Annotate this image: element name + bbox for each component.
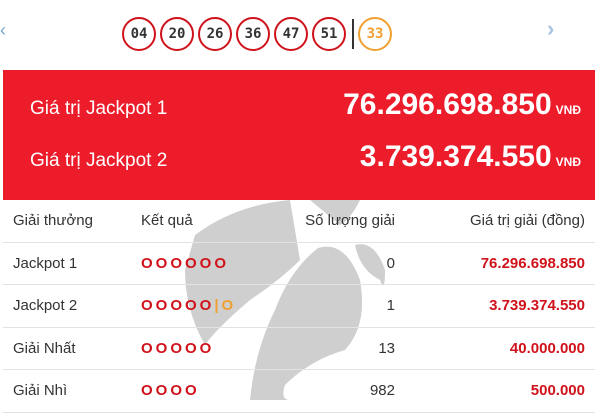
prize-count: 982 (271, 369, 405, 413)
result-pattern: OOOOO (131, 327, 272, 370)
ball: 04 (122, 17, 156, 51)
col-value: Giá trị giải (đồng) (405, 200, 595, 243)
currency-unit: VNĐ (555, 155, 581, 169)
result-main: OOOOO (141, 297, 215, 315)
currency-unit: VNĐ (555, 103, 581, 117)
ball: 26 (198, 17, 232, 51)
prize-value: 500.000 (405, 369, 595, 413)
prize-table: Giải thưởng Kết quả Số lượng giải Giá tr… (3, 200, 595, 413)
prize-name: Giải Nhất (3, 327, 131, 370)
result-main: OOOOO (141, 339, 215, 357)
separator (352, 19, 354, 49)
prize-count: 1 (271, 284, 405, 328)
jackpot-value: 3.739.374.550 VNĐ (360, 140, 581, 174)
prize-value: 76.296.698.850 (405, 242, 595, 285)
table-row: Giải Nhất OOOOO 13 40.000.000 (3, 327, 595, 370)
jackpot-banner: Giá trị Jackpot 1 76.296.698.850 VNĐ Giá … (3, 70, 595, 200)
result-pattern: OOOOOO (131, 242, 272, 285)
result-extra: |O (214, 297, 237, 315)
table-header: Giải thưởng Kết quả Số lượng giải Giá tr… (3, 200, 595, 243)
prize-count: 13 (271, 327, 405, 370)
prize-value: 40.000.000 (405, 327, 595, 370)
jackpot-label: Giá trị Jackpot 2 (30, 150, 168, 171)
table-row: Jackpot 2 OOOOO|O 1 3.739.374.550 (3, 284, 595, 328)
result-main: OOOOOO (141, 254, 230, 272)
result-main: OOOO (141, 382, 200, 400)
jackpot-amount: 3.739.374.550 (359, 140, 552, 173)
col-prize: Giải thưởng (3, 200, 131, 243)
chevron-left-icon[interactable]: ‹ (0, 20, 6, 40)
ball: 51 (312, 17, 346, 51)
ball: 47 (274, 17, 308, 51)
jackpot-value: 76.296.698.850 VNĐ (343, 88, 581, 122)
prize-value: 3.739.374.550 (405, 284, 595, 328)
jackpot-1-row: Giá trị Jackpot 1 76.296.698.850 VNĐ (30, 88, 581, 122)
prize-name: Jackpot 1 (3, 242, 131, 285)
jackpot-label: Giá trị Jackpot 1 (30, 98, 168, 119)
prize-name: Giải Nhì (3, 369, 131, 413)
col-result: Kết quả (131, 200, 272, 243)
table-row: Giải Nhì OOOO 982 500.000 (3, 369, 595, 413)
result-pattern: OOOOO|O (131, 284, 272, 328)
extra-ball: 33 (358, 17, 392, 51)
winning-numbers: 04 20 26 36 47 51 33 (122, 17, 396, 51)
chevron-right-icon[interactable]: › (547, 16, 555, 41)
col-count: Số lượng giải (271, 200, 405, 243)
jackpot-amount: 76.296.698.850 (343, 88, 552, 121)
prize-count: 0 (271, 242, 405, 285)
ball: 20 (160, 17, 194, 51)
ball: 36 (236, 17, 270, 51)
prize-name: Jackpot 2 (3, 284, 131, 328)
table-row: Jackpot 1 OOOOOO 0 76.296.698.850 (3, 242, 595, 285)
result-pattern: OOOO (131, 369, 272, 413)
jackpot-2-row: Giá trị Jackpot 2 3.739.374.550 VNĐ (30, 140, 581, 174)
